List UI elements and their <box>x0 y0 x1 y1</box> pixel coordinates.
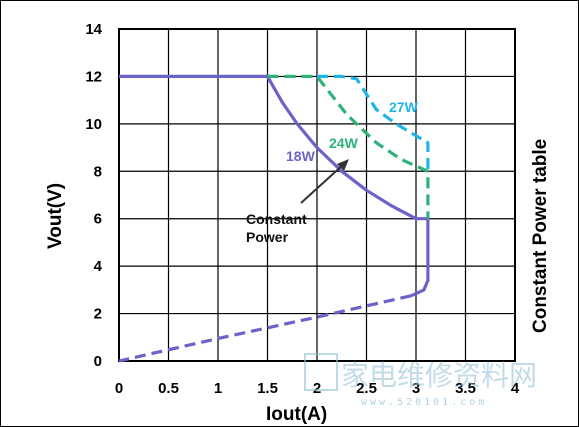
x-tick-label: 0 <box>115 380 123 397</box>
series-line-24w <box>267 74 430 219</box>
x-tick-label: 0.5 <box>158 380 179 397</box>
y-tick-label: 0 <box>94 353 102 370</box>
series-label-18w: 18W <box>286 148 316 164</box>
y-tick-label: 10 <box>85 116 102 133</box>
y-axis-title: Vout(V) <box>45 183 66 249</box>
watermark-url: www.520101.com <box>361 397 487 408</box>
y-tick-label: 12 <box>85 68 102 85</box>
x-tick-label: 4 <box>511 380 520 397</box>
y-tick-label: 14 <box>85 21 102 38</box>
side-title: Constant Power table <box>530 139 551 333</box>
y-tick-labels: 0 2 4 6 8 10 12 14 <box>85 21 102 370</box>
grid <box>118 28 516 362</box>
y-tick-label: 2 <box>94 306 102 323</box>
series-label-24w: 24W <box>329 135 359 151</box>
annotation-arrowhead <box>337 159 349 171</box>
x-tick-label: 2 <box>313 380 321 397</box>
x-tick-label: 1.5 <box>257 380 278 397</box>
series-lines <box>118 74 430 363</box>
x-tick-label: 3.5 <box>455 380 476 397</box>
y-tick-label: 8 <box>94 163 102 180</box>
annotation-constant: Constant <box>246 211 307 227</box>
x-tick-label: 3 <box>412 380 420 397</box>
series-label-27w: 27W <box>389 99 419 115</box>
watermark-text: 家电维修资料网 <box>341 359 537 392</box>
y-tick-label: 4 <box>94 258 103 275</box>
series-line-27w <box>317 74 430 172</box>
series-line-dashed-1 <box>118 294 412 363</box>
annotation-arrow <box>300 162 346 204</box>
x-axis-title: Iout(A) <box>266 404 327 425</box>
plot-border <box>118 28 516 362</box>
x-tick-labels: 0 0.5 1 1.5 2 2.5 3 3.5 4 <box>115 380 520 397</box>
x-tick-label: 1 <box>214 380 222 397</box>
annotation-power: Power <box>246 229 289 245</box>
series-line-18w <box>119 74 430 298</box>
y-tick-label: 6 <box>94 211 102 228</box>
x-tick-label: 2.5 <box>356 380 377 397</box>
watermark-logo-icon <box>304 353 338 391</box>
